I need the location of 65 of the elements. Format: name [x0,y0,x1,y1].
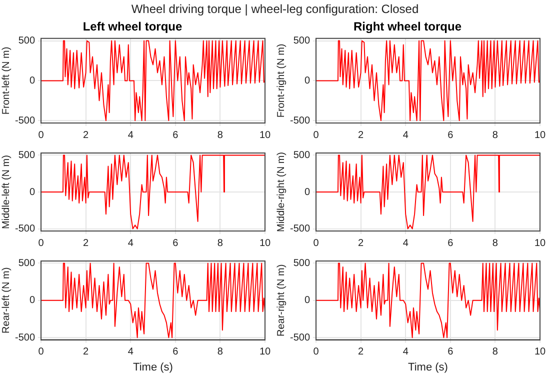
x-tick-label: 10 [534,130,546,141]
y-tick-label: -500 [15,224,36,235]
x-tick-label: 2 [358,130,364,141]
y-tick-label: 0 [304,295,310,306]
x-tick-label: 4 [128,130,134,141]
x-tick-label: 2 [83,238,90,249]
y-tick-label: -500 [15,115,36,126]
x-tick-label: 2 [358,238,364,249]
x-axis-title: Time (s) [408,361,448,374]
y-tick-label: 500 [293,258,310,269]
x-tick-label: 10 [534,238,546,249]
y-tick-label: 500 [18,258,36,269]
x-tick-label: 6 [172,238,179,249]
y-tick-label: -500 [15,332,36,344]
x-tick-label: 6 [172,130,179,141]
y-tick-label: 0 [304,75,310,86]
x-tick-label: 4 [402,130,409,141]
x-tick-label: 0 [38,346,44,358]
y-axis-title: Front-right (N m) [276,44,287,118]
x-tick-label: 8 [217,238,224,249]
x-tick-label: 4 [128,238,134,249]
chart-title: Left wheel torque [82,20,182,34]
x-tick-label: 2 [83,346,90,358]
y-axis-title: Rear-right (N m) [276,264,287,337]
x-tick-label: 6 [448,346,454,358]
x-tick-label: 0 [38,130,44,141]
y-axis-title: Middle-left (N m) [0,155,12,229]
x-tick-label: 10 [259,346,271,358]
chart-title: Right wheel torque [354,20,462,34]
x-tick-label: 2 [358,346,364,358]
y-tick-label: 0 [29,75,36,86]
y-tick-label: 500 [293,36,310,47]
x-tick-label: 8 [217,346,224,358]
x-tick-label: 8 [492,130,498,141]
y-axis-title: Front-left (N m) [0,46,12,115]
x-tick-label: 6 [448,238,454,249]
x-tick-label: 8 [492,238,498,249]
y-axis-title: Rear-left (N m) [0,267,12,334]
y-tick-label: 0 [29,186,36,198]
x-tick-label: 2 [83,130,90,141]
x-tick-label: 8 [217,130,224,141]
x-tick-label: 4 [128,346,134,358]
y-tick-label: 500 [18,36,36,47]
text: Wheel driving torque | wheel-leg configuration: Closed [130,1,420,18]
y-tick-label: 500 [293,150,310,161]
y-axis-title: Middle-right (N m) [276,152,287,232]
y-tick-label: 0 [304,186,310,198]
y-tick-label: -500 [290,115,310,126]
x-tick-label: 8 [492,346,498,358]
x-tick-label: 10 [534,346,546,358]
x-tick-label: 4 [402,346,409,358]
x-axis-title: Time (s) [133,361,173,374]
x-tick-label: 10 [259,130,271,141]
y-tick-label: 0 [29,295,36,306]
y-tick-label: -500 [290,332,310,344]
x-tick-label: 6 [448,130,454,141]
x-tick-label: 0 [313,346,320,358]
x-tick-label: 6 [172,346,179,358]
y-tick-label: 500 [18,150,36,161]
x-tick-label: 0 [38,238,44,249]
y-tick-label: -500 [290,224,310,235]
x-tick-label: 0 [313,130,320,141]
x-tick-label: 0 [313,238,320,249]
x-tick-label: 10 [259,238,271,249]
x-tick-label: 4 [402,238,409,249]
